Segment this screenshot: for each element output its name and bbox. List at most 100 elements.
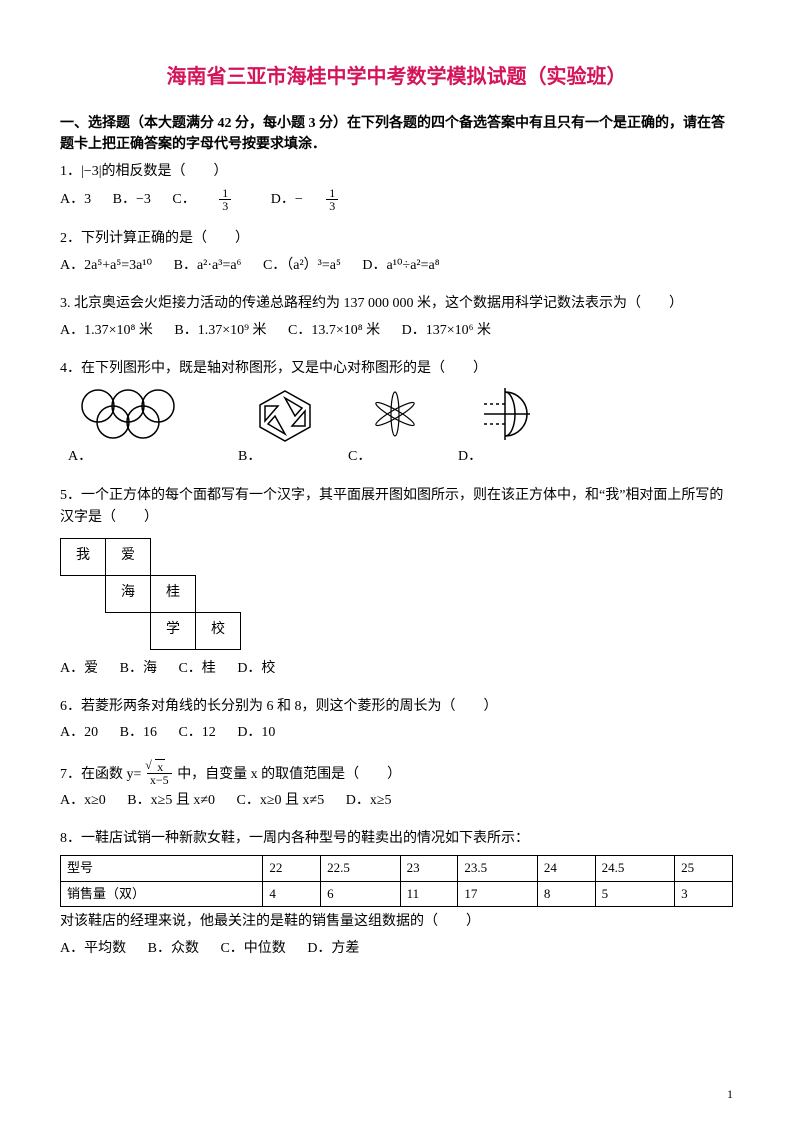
net-cell: 校 bbox=[196, 612, 241, 649]
q7-pre: 7．在函数 y= bbox=[60, 767, 141, 782]
q8-optD: D．方差 bbox=[307, 941, 359, 956]
empty-cell bbox=[61, 575, 106, 612]
page: 海南省三亚市海桂中学中考数学模拟试题（实验班） 一、选择题（本大题满分 42 分… bbox=[0, 0, 793, 1122]
cell: 22.5 bbox=[321, 855, 400, 881]
q2-options: A．2a⁵+a⁵=3a¹⁰ B．a²·a³=a⁶ C．（a²）³=a⁵ D．a¹… bbox=[60, 255, 733, 277]
q6-optA: A．20 bbox=[60, 725, 98, 740]
net-cell: 爱 bbox=[106, 538, 151, 575]
question-4: 4．在下列图形中，既是轴对称图形，又是中心对称图形的是（ ） A． bbox=[60, 358, 733, 469]
q7-options: A．x≥0 B．x≥5 且 x≠0 C．x≥0 且 x≠5 D．x≥5 bbox=[60, 790, 733, 812]
cube-net-table: 我 爱 海 桂 学 校 bbox=[60, 538, 241, 650]
question-7: 7．在函数 y= x x−5 中，自变量 x 的取值范围是（ ） A．x≥0 B… bbox=[60, 761, 733, 813]
question-5: 5．一个正方体的每个面都写有一个汉字，其平面展开图如图所示，则在该正方体中，和“… bbox=[60, 485, 733, 680]
table-row: 型号 22 22.5 23 23.5 24 24.5 25 bbox=[61, 855, 733, 881]
q4-shapeA-cell: A． bbox=[60, 386, 230, 468]
q3-optB: B．1.37×10⁹ 米 bbox=[174, 323, 266, 338]
net-cell: 我 bbox=[61, 538, 106, 575]
cell: 11 bbox=[400, 881, 458, 907]
cell: 5 bbox=[595, 881, 674, 907]
recycle-hex-icon bbox=[250, 386, 320, 442]
frac-den: x−5 bbox=[147, 774, 172, 786]
empty-cell bbox=[151, 538, 196, 575]
q6-optD: D．10 bbox=[237, 725, 275, 740]
q6-optC: C．12 bbox=[178, 725, 215, 740]
exam-title: 海南省三亚市海桂中学中考数学模拟试题（实验班） bbox=[60, 60, 733, 89]
empty-cell bbox=[196, 575, 241, 612]
q7-post: 中，自变量 x 的取值范围是（ ） bbox=[177, 767, 401, 782]
q6-stem: 6．若菱形两条对角线的长分别为 6 和 8，则这个菱形的周长为（ ） bbox=[60, 696, 733, 718]
q1-optA: A．3 bbox=[60, 192, 91, 207]
semi-globe-icon bbox=[470, 386, 540, 442]
q8-optC: C．中位数 bbox=[220, 941, 285, 956]
q1-optC: C． 1 3 bbox=[172, 192, 252, 207]
q4-labA: A． bbox=[60, 446, 92, 468]
table-row: 学 校 bbox=[61, 612, 241, 649]
cell: 型号 bbox=[61, 855, 263, 881]
section-header: 一、选择题（本大题满分 42 分，每小题 3 分）在下列各题的四个备选答案中有且… bbox=[60, 113, 733, 155]
asterisk-flower-icon bbox=[360, 386, 430, 442]
sqrt-icon: x bbox=[153, 761, 165, 773]
question-6: 6．若菱形两条对角线的长分别为 6 和 8，则这个菱形的周长为（ ） A．20 … bbox=[60, 696, 733, 745]
q1-stem: 1．|−3|的相反数是（ ） bbox=[60, 161, 733, 183]
q4-stem: 4．在下列图形中，既是轴对称图形，又是中心对称图形的是（ ） bbox=[60, 358, 733, 380]
cell: 6 bbox=[321, 881, 400, 907]
q3-optA: A．1.37×10⁸ 米 bbox=[60, 323, 153, 338]
fraction-icon: 1 3 bbox=[326, 187, 338, 212]
shoe-sales-table: 型号 22 22.5 23 23.5 24 24.5 25 销售量（双） 4 6… bbox=[60, 855, 733, 908]
cell: 8 bbox=[537, 881, 595, 907]
frac-den: 3 bbox=[326, 200, 338, 212]
q4-shapeC-cell: C． bbox=[340, 386, 450, 468]
cell: 25 bbox=[675, 855, 733, 881]
cell: 22 bbox=[263, 855, 321, 881]
q4-shapeB-cell: B． bbox=[230, 386, 340, 468]
net-cell: 海 bbox=[106, 575, 151, 612]
q7-optC: C．x≥0 且 x≠5 bbox=[237, 793, 325, 808]
q5-optD: D．校 bbox=[237, 661, 275, 676]
q2-optC: C．（a²）³=a⁵ bbox=[263, 258, 341, 273]
cell: 4 bbox=[263, 881, 321, 907]
q7-optD: D．x≥5 bbox=[346, 793, 392, 808]
q5-stem: 5．一个正方体的每个面都写有一个汉字，其平面展开图如图所示，则在该正方体中，和“… bbox=[60, 485, 733, 530]
empty-cell bbox=[196, 538, 241, 575]
q3-stem: 3. 北京奥运会火炬接力活动的传递总路程约为 137 000 000 米，这个数… bbox=[60, 293, 733, 315]
q8-optB: B．众数 bbox=[148, 941, 199, 956]
q1-optB: B．−3 bbox=[113, 192, 151, 207]
q4-shapeD-cell: D． bbox=[450, 386, 560, 468]
q4-shapes-row: A． B． bbox=[60, 386, 733, 468]
q7-stem: 7．在函数 y= x x−5 中，自变量 x 的取值范围是（ ） bbox=[60, 761, 733, 786]
cube-net: 我 爱 海 桂 学 校 bbox=[60, 538, 733, 650]
page-number: 1 bbox=[727, 1087, 733, 1102]
q8-stem: 8．一鞋店试销一种新款女鞋，一周内各种型号的鞋卖出的情况如下表所示： bbox=[60, 828, 733, 850]
table-row: 我 爱 bbox=[61, 538, 241, 575]
question-1: 1．|−3|的相反数是（ ） A．3 B．−3 C． 1 3 D．− 1 3 bbox=[60, 161, 733, 212]
table-row: 销售量（双） 4 6 11 17 8 5 3 bbox=[61, 881, 733, 907]
q5-optA: A．爱 bbox=[60, 661, 98, 676]
cell: 24.5 bbox=[595, 855, 674, 881]
olympic-rings-icon bbox=[70, 386, 220, 442]
q4-labB: B． bbox=[230, 446, 261, 468]
q2-stem: 2．下列计算正确的是（ ） bbox=[60, 228, 733, 250]
net-cell: 学 bbox=[151, 612, 196, 649]
cell: 17 bbox=[458, 881, 537, 907]
empty-cell bbox=[61, 612, 106, 649]
fraction-sqrt-icon: x x−5 bbox=[147, 761, 172, 786]
q5-optB: B．海 bbox=[120, 661, 157, 676]
question-8: 8．一鞋店试销一种新款女鞋，一周内各种型号的鞋卖出的情况如下表所示： 型号 22… bbox=[60, 828, 733, 960]
net-cell: 桂 bbox=[151, 575, 196, 612]
q3-optD: D．137×10⁶ 米 bbox=[402, 323, 491, 338]
q8-optA: A．平均数 bbox=[60, 941, 126, 956]
empty-cell bbox=[106, 612, 151, 649]
q6-optB: B．16 bbox=[120, 725, 157, 740]
q2-optB: B．a²·a³=a⁶ bbox=[174, 258, 242, 273]
q2-optD: D．a¹⁰÷a²=a⁸ bbox=[362, 258, 439, 273]
q1-optD-prefix: D．− bbox=[271, 192, 303, 207]
q7-optA: A．x≥0 bbox=[60, 793, 106, 808]
q3-options: A．1.37×10⁸ 米 B．1.37×10⁹ 米 C．13.7×10⁸ 米 D… bbox=[60, 320, 733, 342]
table-row: 海 桂 bbox=[61, 575, 241, 612]
q4-labC: C． bbox=[340, 446, 371, 468]
frac-den: 3 bbox=[219, 200, 231, 212]
q4-labD: D． bbox=[450, 446, 482, 468]
q1-optD: D．− 1 3 bbox=[271, 192, 357, 207]
q5-optC: C．桂 bbox=[178, 661, 215, 676]
q1-optC-prefix: C． bbox=[172, 192, 195, 207]
